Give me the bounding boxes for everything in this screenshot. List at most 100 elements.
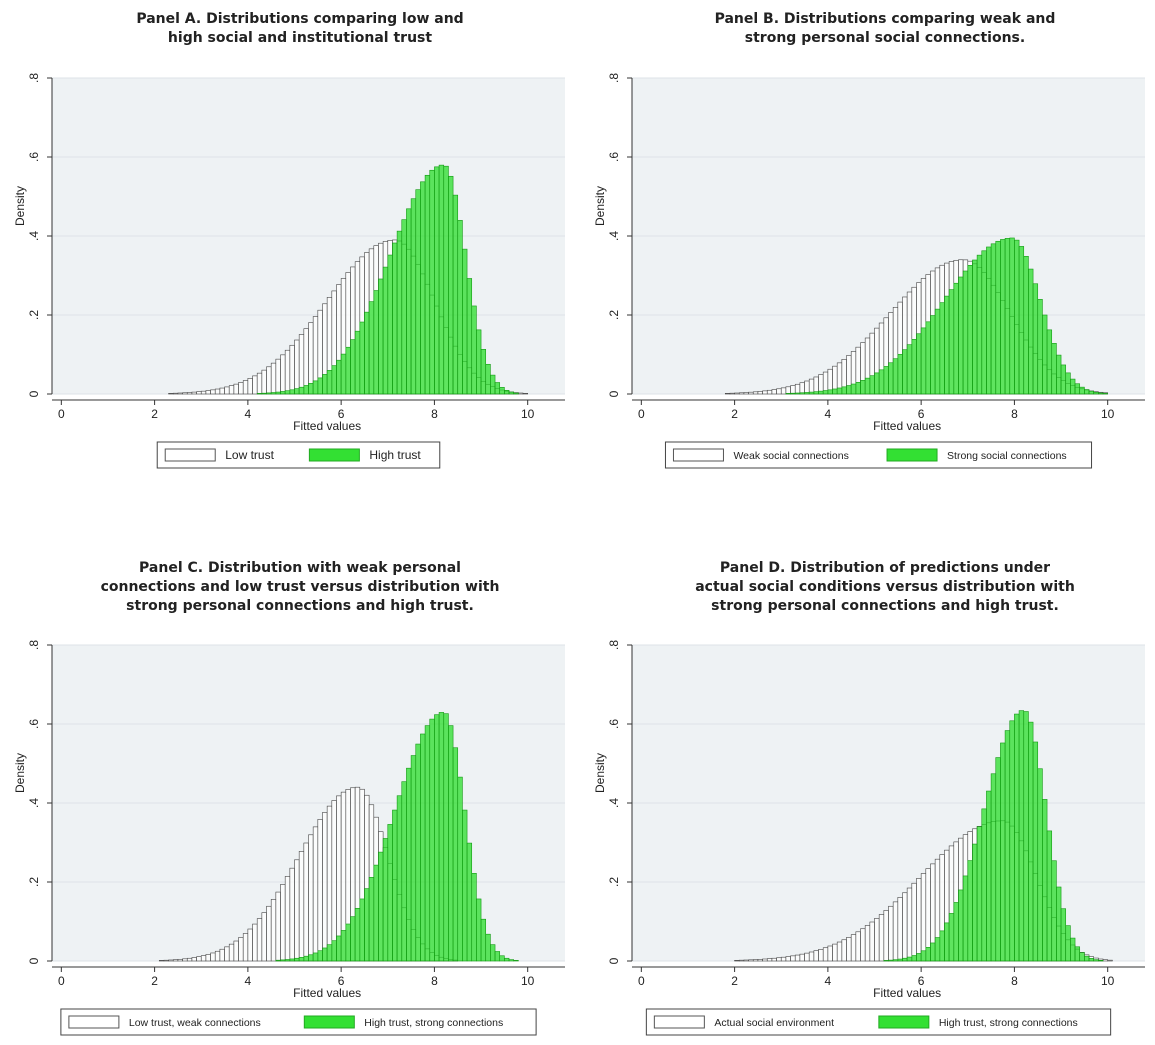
x-tick-label: 4 [245,974,252,988]
histogram-bar [261,912,267,962]
histogram-bar [191,957,197,962]
panel-d-chart: 0 .2 .4 .6 .8 Density 0 2 4 6 8 10 Fitted values Actu… [593,640,1145,1036]
y-tick-label: .8 [607,73,621,83]
histogram-bar [410,198,417,395]
histogram-bar [186,957,193,962]
histogram-bar [939,930,945,962]
legend-key-1 [878,1015,930,1029]
histogram-bar [916,333,922,395]
histogram-bar [967,265,973,395]
x-tick-label: 10 [521,407,535,421]
histogram-bar [294,388,300,395]
panel-c-chart: 0 .2 .4 .6 .8 Density 0 2 4 6 8 10 Fitted values Low … [13,640,565,1036]
histogram-bar [906,344,913,395]
histogram-bar [438,164,445,395]
histogram-bar [953,902,959,962]
histogram-bar [748,959,754,962]
histogram-bar [168,959,174,962]
histogram-bar [378,851,384,962]
histogram-bar [920,950,927,962]
x-tick-label: 2 [731,974,738,988]
histogram-bar [902,349,908,395]
histogram-bar [1065,925,1071,962]
histogram-bar [990,773,997,962]
histogram-bar [210,389,216,395]
histogram-bar [808,378,815,395]
histogram-bar [448,725,454,962]
histogram-bar [298,851,305,962]
histogram-bar [1028,721,1034,962]
histogram-bar [513,392,519,395]
series-1-bars [275,712,519,962]
histogram-bar [182,958,188,962]
histogram-bar [359,898,365,962]
x-tick-label: 2 [731,407,738,421]
histogram-bar [864,377,871,395]
histogram-bar [247,928,253,962]
histogram-bar [158,960,165,962]
histogram-bar [280,391,286,395]
histogram-bar [396,230,403,395]
histogram-bar [1042,799,1048,962]
x-tick-label: 0 [638,407,645,421]
histogram-bar [322,374,328,395]
histogram-bar [238,937,244,962]
panel-b-title: Panel B. Distributions comparing weak an… [714,11,1056,46]
histogram-bar [878,914,885,962]
panel-a-title: Panel A. Distributions comparing low and… [136,11,464,46]
histogram-bar [1018,710,1025,962]
histogram-bar [186,392,193,395]
histogram-bar [289,344,295,395]
histogram-bar [476,898,482,962]
histogram-bar [920,327,927,395]
histogram-bar [280,354,286,395]
histogram-bar [981,808,987,962]
panel-b-chart: 0 .2 .4 .6 .8 Density 0 2 4 6 8 10 Fitted values Weak… [593,73,1145,469]
histogram-bar [256,393,263,395]
histogram-bar [406,208,412,395]
histogram-bar [1102,959,1108,962]
histogram-bar [256,372,263,395]
histogram-bar [976,254,983,395]
histogram-bar [827,389,833,395]
histogram-bar [762,958,768,962]
histogram-bar [289,958,295,962]
histogram-bar [364,311,370,395]
x-tick-label: 10 [1101,407,1115,421]
x-axis-label: Fitted values [293,419,361,433]
histogram-bar [270,392,277,395]
histogram-bar [1098,392,1104,395]
histogram-bar [930,942,936,962]
x-tick-label: 6 [918,974,925,988]
histogram-bar [228,385,235,395]
histogram-bar [1009,720,1015,962]
histogram-bar [247,378,253,395]
histogram-bar [855,381,861,395]
histogram-bar [771,957,777,962]
histogram-bar [1009,237,1015,395]
histogram-bar [303,842,309,962]
histogram-bar [804,380,810,395]
histogram-bar [981,250,987,395]
histogram-bar [298,386,305,395]
histogram-bar [897,897,903,962]
histogram-bar [846,385,852,395]
histogram-bar [429,169,435,395]
histogram-bar [518,392,524,395]
histogram-bar [1023,256,1029,395]
histogram-bar [878,369,885,395]
histogram-bar [270,899,277,962]
histogram-bar [836,387,843,395]
histogram-bar [1000,239,1006,395]
histogram-bar [995,240,1001,395]
histogram-bar [724,393,731,395]
histogram-bar [780,387,787,395]
histogram-bar [1060,364,1067,395]
histogram-bar [275,358,281,395]
histogram-bar [897,958,903,962]
histogram-bar [452,194,459,395]
legend-key-1 [308,448,360,462]
histogram-bar [794,383,801,395]
histogram-bar [336,935,342,962]
histogram-bar [182,392,188,395]
